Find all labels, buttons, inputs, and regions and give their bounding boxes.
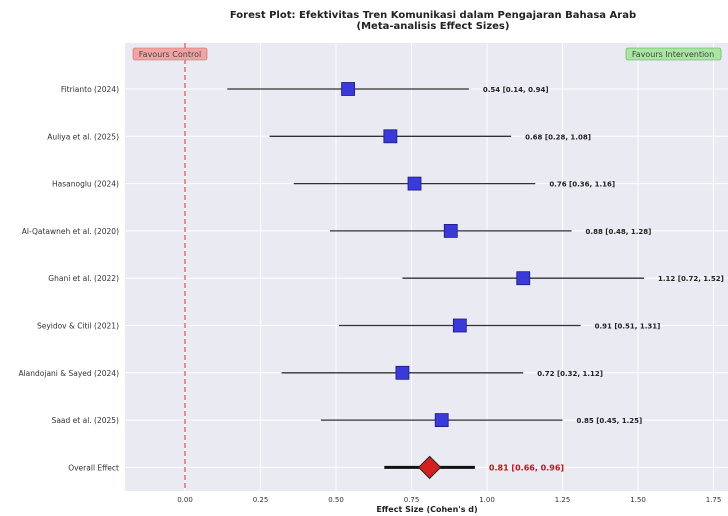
study-name: Auliya et al. (2025): [47, 132, 119, 141]
favours-control-annotation: Favours Control: [132, 47, 208, 61]
study-row: Hasanoglu (2024) 0.76 [0.36, 1.16]: [52, 176, 615, 191]
effect-marker: [341, 82, 355, 96]
ci-value-label: 0.85 [0.45, 1.25]: [577, 417, 643, 425]
study-name: Saad et al. (2025): [52, 416, 119, 425]
effect-marker: [395, 365, 410, 380]
ci-value-label: 1.12 [0.72, 1.52]: [658, 275, 724, 283]
effect-marker: [452, 318, 467, 333]
study-row: Al-Qatawneh et al. (2020) 0.88 [0.48, 1.2…: [22, 223, 652, 238]
study-name: Hasanoglu (2024): [52, 180, 119, 189]
study-row: Seyidov & Citil (2021) 0.91 [0.51, 1.31]: [37, 318, 661, 333]
plot-background: [125, 43, 728, 491]
study-name: Alandojani & Sayed (2024): [18, 369, 119, 378]
x-tick-label: 0.00: [177, 496, 193, 504]
chart-title: Forest Plot: Efektivitas Tren Komunikasi…: [230, 10, 636, 21]
ci-value-label: 0.88 [0.48, 1.28]: [586, 228, 652, 236]
favours-intervention-box: [625, 47, 722, 61]
x-tick-label: 1.25: [555, 496, 571, 504]
effect-marker: [434, 413, 449, 428]
overall-ci-label: 0.81 [0.66, 0.96]: [489, 463, 564, 472]
ci-value-label: 0.76 [0.36, 1.16]: [549, 181, 615, 189]
study-row: Auliya et al. (2025) 0.68 [0.28, 1.08]: [47, 129, 591, 144]
favours-intervention-label: Favours Intervention: [632, 50, 714, 59]
x-tick-label: 0.50: [328, 496, 344, 504]
study-row: Ghani et al. (2022) 1.12 [0.72, 1.52]: [48, 271, 724, 286]
study-row: Fitrianto (2024) 0.54 [0.14, 0.94]: [61, 82, 549, 96]
effect-marker: [516, 271, 531, 286]
study-row: Alandojani & Sayed (2024) 0.72 [0.32, 1.1…: [18, 365, 603, 380]
study-name: Fitrianto (2024): [61, 85, 119, 94]
overall-effect-row: Overall Effect 0.81 [0.66, 0.96]: [68, 455, 564, 480]
overall-effect-name: Overall Effect: [68, 463, 119, 472]
study-name: Ghani et al. (2022): [48, 274, 119, 283]
x-axis-ticks: 0.00 0.25 0.50 0.75 1.00 1.25 1.50 1.75: [177, 496, 721, 504]
favours-control-box: [132, 47, 208, 61]
x-tick-label: 0.25: [253, 496, 269, 504]
x-tick-label: 0.75: [404, 496, 420, 504]
ci-value-label: 0.68 [0.28, 1.08]: [525, 133, 591, 141]
ci-value-label: 0.54 [0.14, 0.94]: [483, 86, 549, 94]
x-tick-label: 1.50: [630, 496, 646, 504]
study-row: Saad et al. (2025) 0.85 [0.45, 1.25]: [52, 413, 643, 428]
favours-intervention-annotation: Favours Intervention: [625, 47, 722, 61]
x-axis-label: Effect Size (Cohen's d): [376, 505, 477, 514]
ci-value-label: 0.91 [0.51, 1.31]: [595, 323, 661, 331]
study-name: Al-Qatawneh et al. (2020): [22, 227, 119, 236]
favours-control-label: Favours Control: [139, 50, 201, 59]
effect-marker: [443, 223, 458, 238]
x-tick-label: 1.75: [706, 496, 722, 504]
overall-effect-diamond: [417, 455, 442, 480]
ci-value-label: 0.72 [0.32, 1.12]: [537, 370, 603, 378]
effect-marker: [383, 129, 398, 144]
chart-subtitle: (Meta-analisis Effect Sizes): [357, 21, 510, 32]
x-tick-label: 1.00: [479, 496, 495, 504]
study-name: Seyidov & Citil (2021): [37, 322, 119, 331]
effect-marker: [407, 176, 422, 191]
study-rows: Fitrianto (2024) 0.54 [0.14, 0.94] Auliya …: [18, 82, 724, 480]
